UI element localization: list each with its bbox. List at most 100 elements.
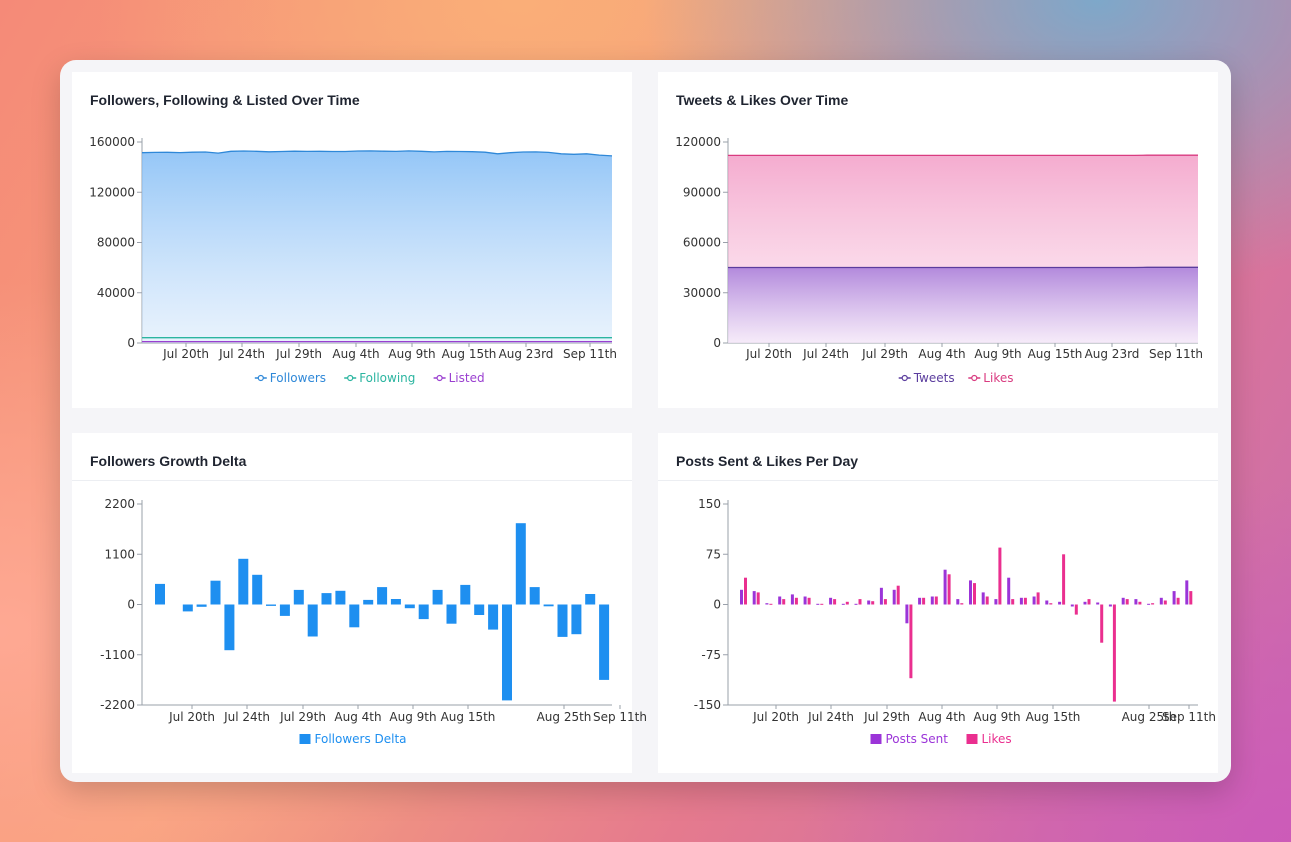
legend-circle-icon [347,374,354,382]
x-tick-label: Aug 15th [1028,347,1083,361]
bar-posts-sent [956,599,960,605]
chart-title: Tweets & Likes Over Time [676,92,849,108]
bar-posts-sent [740,589,743,605]
bar-likes [883,599,887,605]
bar-posts-sent [943,569,947,605]
bar-likes [1125,599,1129,605]
bar-posts-sent [752,591,756,605]
bar [266,604,276,606]
posts-likes-bar-chart: 150 75 0 -75 -150 Jul 20th Jul 24th Jul 29th Aug… [694,497,1216,746]
bar [210,580,221,605]
bar-posts-sent [981,592,985,605]
bar-likes [896,585,900,605]
bar-likes [960,603,964,605]
bar-likes [947,574,951,605]
legend-label: Posts Sent [886,732,949,746]
bar-posts-sent [879,587,883,605]
legend-label: Tweets [913,371,955,385]
axes: 160000 120000 80000 40000 0 [89,135,612,350]
bar [349,604,360,628]
x-ticks: Jul 20th Jul 24th Jul 29th Aug 4th Aug 9th Au… [745,343,1203,361]
bar-likes [1087,599,1091,605]
bar-posts-sent [1045,600,1049,605]
x-tick-label: Aug 9th [974,347,1021,361]
plot-area [155,523,610,701]
bar [182,604,193,612]
bar-posts-sent [841,603,845,605]
dashboard-frame: Followers, Following & Listed Over Time … [60,60,1231,782]
x-tick-label: Jul 20th [752,710,799,724]
bar-likes [1011,599,1015,605]
x-tick-label: Jul 29th [279,710,326,724]
series-area-tweets [728,267,1198,343]
bar-likes [973,583,976,605]
bar [238,558,249,605]
legend-label: Followers [270,371,326,385]
x-tick-label: Aug 23rd [499,347,554,361]
bar-likes [820,603,824,605]
x-tick-label: Jul 29th [275,347,322,361]
bar-posts-sent [867,600,871,605]
legend-circle-icon [901,374,908,382]
chart-title: Followers, Following & Listed Over Time [90,92,360,108]
bar-likes [985,596,989,605]
plot-area [728,154,1198,343]
bar-posts-sent [1058,601,1062,605]
bar-likes [934,596,938,605]
bar-likes [1151,603,1155,605]
bar-likes [1138,601,1142,605]
legend-square-icon [870,734,882,744]
bar-likes [858,599,862,605]
bar-posts-sent [816,603,820,605]
bar-posts-sent [1121,597,1125,605]
x-tick-label: Jul 24th [223,710,270,724]
bar [515,523,526,605]
bar [571,604,582,635]
legend-circle-icon [257,374,264,382]
y-tick-label: 0 [713,336,721,350]
y-tick-label: 60000 [683,236,721,250]
bar-posts-sent [1032,596,1036,605]
bar-posts-sent [1083,601,1087,605]
bar-likes [769,603,773,605]
x-tick-label: Aug 15th [441,710,496,724]
bar-likes [1062,554,1066,605]
bar [363,599,374,605]
bar-posts-sent [854,603,858,605]
series-line-followers [141,150,613,157]
y-tick-label: -75 [701,648,721,662]
y-tick-label: 120000 [675,135,721,149]
bar-posts-sent [1134,599,1138,605]
bar-likes [833,599,837,605]
x-tick-label: Aug 25th [1122,710,1177,724]
y-tick-label: 2200 [104,497,135,511]
bar [224,604,235,651]
y-tick-label: -2200 [100,698,135,712]
bar-likes [909,604,913,679]
bar [390,599,401,605]
x-tick-label: Aug 9th [973,710,1020,724]
x-tick-label: Jul 29th [863,710,910,724]
x-tick-label: Jul 24th [218,347,265,361]
x-ticks: Jul 20th Jul 24th Jul 29th Aug 4th Aug 9th Au… [168,705,647,724]
bar-posts-sent [994,599,998,605]
bar-likes [1049,603,1053,605]
y-tick-label: 30000 [683,286,721,300]
bar [488,604,499,630]
legend-label: Likes [982,732,1012,746]
y-tick-label: 1100 [104,547,135,561]
bar [432,589,443,605]
chart-card-posts-likes: Posts Sent & Likes Per Day 150 75 0 -75 -150… [658,433,1218,773]
x-tick-label: Jul 24th [802,347,849,361]
bar-likes [744,577,747,605]
bar [502,604,512,701]
legend: Followers Delta [299,732,407,746]
legend-label: Following [359,371,415,385]
bar [585,594,596,605]
bar-posts-sent [1185,580,1189,605]
bar-likes [1100,604,1104,643]
bar-likes [807,597,811,605]
bar-posts-sent [765,603,769,605]
bar [599,604,610,680]
bar-posts-sent [918,597,922,605]
